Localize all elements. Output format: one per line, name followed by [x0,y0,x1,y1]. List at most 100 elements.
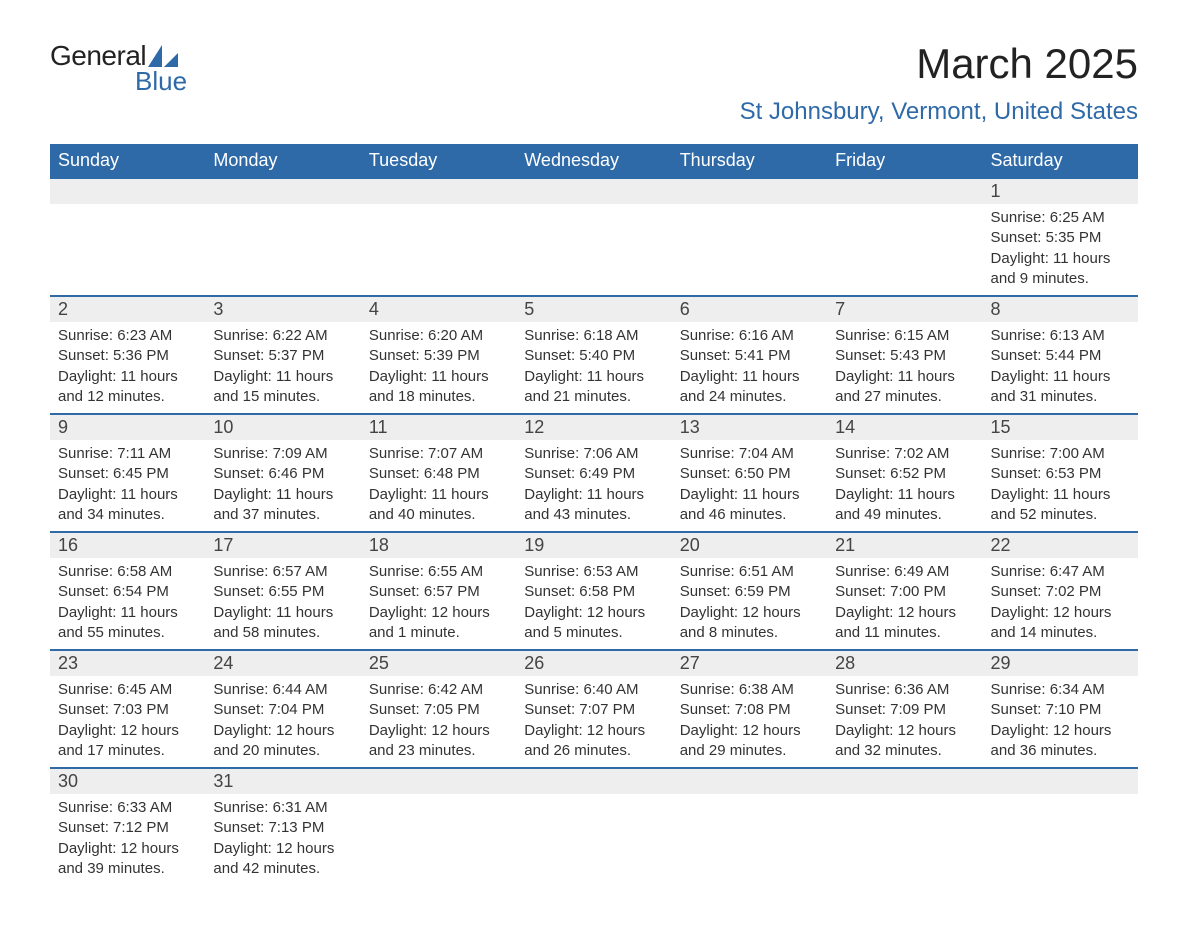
day-content [827,794,982,854]
day-sunrise: Sunrise: 6:22 AM [213,326,352,346]
day-number: 1 [983,179,1138,204]
calendar-cell: 12Sunrise: 7:06 AMSunset: 6:49 PMDayligh… [516,414,671,532]
day-content: Sunrise: 6:44 AMSunset: 7:04 PMDaylight:… [205,676,360,767]
day-sunset: Sunset: 7:10 PM [991,700,1130,720]
calendar-cell: 31Sunrise: 6:31 AMSunset: 7:13 PMDayligh… [205,768,360,885]
day-content: Sunrise: 7:02 AMSunset: 6:52 PMDaylight:… [827,440,982,531]
calendar-cell: 14Sunrise: 7:02 AMSunset: 6:52 PMDayligh… [827,414,982,532]
day-sunset: Sunset: 6:49 PM [524,464,663,484]
day-content: Sunrise: 6:38 AMSunset: 7:08 PMDaylight:… [672,676,827,767]
day-sunrise: Sunrise: 6:38 AM [680,680,819,700]
day-daylight2: and 32 minutes. [835,741,974,761]
day-sunrise: Sunrise: 6:18 AM [524,326,663,346]
day-number: 11 [361,415,516,440]
day-daylight1: Daylight: 12 hours [369,721,508,741]
day-sunset: Sunset: 7:12 PM [58,818,197,838]
day-content: Sunrise: 7:04 AMSunset: 6:50 PMDaylight:… [672,440,827,531]
calendar-cell [361,768,516,885]
day-content: Sunrise: 6:40 AMSunset: 7:07 PMDaylight:… [516,676,671,767]
day-sunset: Sunset: 7:04 PM [213,700,352,720]
day-content [361,204,516,264]
day-sunrise: Sunrise: 6:25 AM [991,208,1130,228]
day-number [983,769,1138,794]
day-sunrise: Sunrise: 6:55 AM [369,562,508,582]
day-daylight1: Daylight: 11 hours [524,367,663,387]
calendar-week-row: 1Sunrise: 6:25 AMSunset: 5:35 PMDaylight… [50,178,1138,296]
day-content: Sunrise: 7:00 AMSunset: 6:53 PMDaylight:… [983,440,1138,531]
day-daylight2: and 23 minutes. [369,741,508,761]
calendar-cell: 18Sunrise: 6:55 AMSunset: 6:57 PMDayligh… [361,532,516,650]
day-daylight1: Daylight: 11 hours [835,485,974,505]
calendar-cell: 11Sunrise: 7:07 AMSunset: 6:48 PMDayligh… [361,414,516,532]
day-daylight2: and 49 minutes. [835,505,974,525]
calendar-week-row: 30 Sunrise: 6:33 AMSunset: 7:12 PM Dayligh… [50,768,1138,885]
logo-text-blue: Blue [135,66,187,97]
day-sunset: Sunset: 6:50 PM [680,464,819,484]
day-daylight2: and 20 minutes. [213,741,352,761]
day-daylight1: Daylight: 11 hours [835,367,974,387]
day-sunset: Sunset: 6:59 PM [680,582,819,602]
day-sunset: Sunset: 6:58 PM [524,582,663,602]
weekday-header: Wednesday [516,144,671,178]
weekday-header: Monday [205,144,360,178]
day-number: 15 [983,415,1138,440]
day-number: 30 [50,769,205,794]
day-sunset: Sunset: 5:40 PM [524,346,663,366]
calendar-cell: 23Sunrise: 6:45 AMSunset: 7:03 PMDayligh… [50,650,205,768]
day-sunrise: Sunrise: 6:51 AM [680,562,819,582]
day-number: 29 [983,651,1138,676]
title-block: March 2025 St Johnsbury, Vermont, United… [740,40,1138,126]
day-sunset: Sunset: 7:08 PM [680,700,819,720]
day-sunrise: Sunrise: 6:33 AM [58,798,197,818]
day-daylight1: Daylight: 11 hours [58,603,197,623]
calendar-cell [50,178,205,296]
day-content: Sunrise: 7:11 AMSunset: 6:45 PMDaylight:… [50,440,205,531]
day-sunrise: Sunrise: 7:04 AM [680,444,819,464]
day-number: 8 [983,297,1138,322]
calendar-cell: 1Sunrise: 6:25 AMSunset: 5:35 PMDaylight… [983,178,1138,296]
calendar-week-row: 16Sunrise: 6:58 AMSunset: 6:54 PMDayligh… [50,532,1138,650]
day-number: 31 [205,769,360,794]
day-number: 23 [50,651,205,676]
day-sunset: Sunset: 5:35 PM [991,228,1130,248]
calendar-week-row: 9Sunrise: 7:11 AMSunset: 6:45 PMDaylight… [50,414,1138,532]
day-number [827,769,982,794]
day-daylight1: Daylight: 12 hours [213,839,352,859]
day-content [50,204,205,264]
day-daylight2: and 34 minutes. [58,505,197,525]
day-content [672,204,827,264]
day-content: Sunrise: 6:34 AMSunset: 7:10 PMDaylight:… [983,676,1138,767]
day-sunset: Sunset: 7:02 PM [991,582,1130,602]
day-sunrise: Sunrise: 6:13 AM [991,326,1130,346]
day-sunset: Sunset: 5:36 PM [58,346,197,366]
day-daylight2: and 26 minutes. [524,741,663,761]
day-sunrise: Sunrise: 6:34 AM [991,680,1130,700]
day-content: Sunrise: 6:47 AMSunset: 7:02 PMDaylight:… [983,558,1138,649]
calendar-cell: 28Sunrise: 6:36 AMSunset: 7:09 PMDayligh… [827,650,982,768]
day-content: Sunrise: 6:15 AMSunset: 5:43 PMDaylight:… [827,322,982,413]
day-daylight1: Daylight: 11 hours [369,367,508,387]
day-number: 12 [516,415,671,440]
calendar-cell: 16Sunrise: 6:58 AMSunset: 6:54 PMDayligh… [50,532,205,650]
calendar-cell: 4Sunrise: 6:20 AMSunset: 5:39 PMDaylight… [361,296,516,414]
calendar-cell: 10Sunrise: 7:09 AMSunset: 6:46 PMDayligh… [205,414,360,532]
day-content [361,794,516,854]
day-daylight1: Daylight: 12 hours [524,603,663,623]
day-sunrise: Sunrise: 7:07 AM [369,444,508,464]
day-sunset: Sunset: 7:13 PM [213,818,352,838]
day-sunrise: Sunrise: 6:23 AM [58,326,197,346]
day-number [50,179,205,204]
day-daylight1: Daylight: 12 hours [524,721,663,741]
day-daylight1: Daylight: 12 hours [991,721,1130,741]
day-daylight2: and 15 minutes. [213,387,352,407]
day-content [983,794,1138,854]
day-daylight1: Daylight: 11 hours [369,485,508,505]
calendar-cell: 27Sunrise: 6:38 AMSunset: 7:08 PMDayligh… [672,650,827,768]
day-daylight1: Daylight: 12 hours [369,603,508,623]
day-number: 10 [205,415,360,440]
day-content: Sunrise: 6:58 AMSunset: 6:54 PMDaylight:… [50,558,205,649]
day-daylight2: and 11 minutes. [835,623,974,643]
day-content: Sunrise: 6:51 AMSunset: 6:59 PMDaylight:… [672,558,827,649]
calendar-cell: 20Sunrise: 6:51 AMSunset: 6:59 PMDayligh… [672,532,827,650]
day-daylight1: Daylight: 12 hours [680,721,819,741]
